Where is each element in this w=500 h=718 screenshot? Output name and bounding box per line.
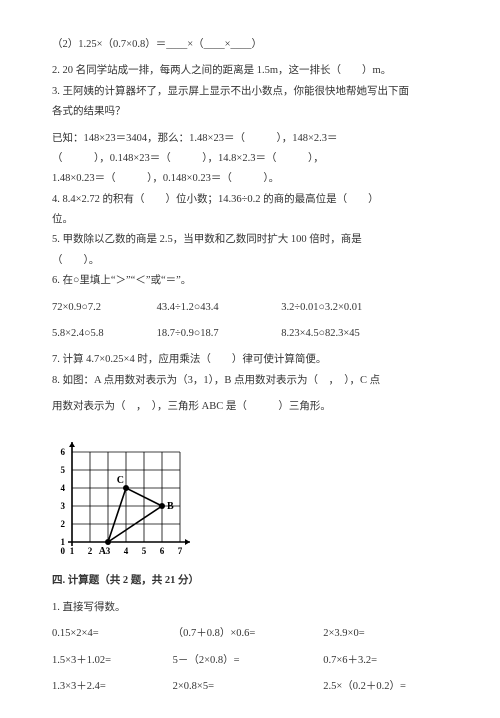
svg-text:4: 4 xyxy=(124,546,129,556)
q6: 6. 在○里填上“＞”“＜”或“＝”。 xyxy=(52,272,448,290)
cmp-1a: 72×0.9○7.2 xyxy=(52,299,154,317)
cmp-2c: 8.23×4.5○82.3×45 xyxy=(281,328,360,339)
c3a: 1.3×3＋2.4= xyxy=(52,678,170,696)
svg-text:6: 6 xyxy=(160,546,165,556)
c2b: 5－（2×0.8）= xyxy=(173,652,321,670)
triangle-chart: 12345671234560ABC xyxy=(52,430,448,560)
svg-text:3: 3 xyxy=(61,501,66,511)
c2a: 1.5×3＋1.02= xyxy=(52,652,170,670)
cmp-1b: 43.4÷1.2○43.4 xyxy=(157,299,279,317)
svg-text:6: 6 xyxy=(61,447,66,457)
calc-row-3: 1.3×3＋2.4= 2×0.8×5= 2.5×（0.2＋0.2）= xyxy=(52,678,448,696)
c1b: （0.7＋0.8）×0.6= xyxy=(173,625,321,643)
known-1: 已知：148×23＝3404，那么：1.48×23＝（ ），148×2.3＝ xyxy=(52,130,448,148)
svg-text:5: 5 xyxy=(61,465,66,475)
c1c: 2×3.9×0= xyxy=(323,628,364,639)
section-4-title: 四. 计算题（共 2 题，共 21 分） xyxy=(52,572,448,590)
q2-line: 2. 20 名同学站成一排，每两人之间的距离是 1.5m，这一排长（ ）m。 xyxy=(52,62,448,80)
q5-b: （ ）。 xyxy=(52,252,448,270)
known-3: 1.48×0.23＝（ ），0.148×0.23＝（ ）。 xyxy=(52,170,448,188)
c3c: 2.5×（0.2＋0.2）= xyxy=(323,681,406,692)
svg-text:0: 0 xyxy=(61,546,66,556)
q7: 7. 计算 4.7×0.25×4 时，应用乘法（ ）律可使计算简便。 xyxy=(52,351,448,369)
calc-row-1: 0.15×2×4= （0.7＋0.8）×0.6= 2×3.9×0= xyxy=(52,625,448,643)
q5-a: 5. 甲数除以乙数的商是 2.5，当甲数和乙数同时扩大 100 倍时，商是 xyxy=(52,231,448,249)
cmp-2a: 5.8×2.4○5.8 xyxy=(52,325,154,343)
calc-1: 1. 直接写得数。 xyxy=(52,599,448,617)
c3b: 2×0.8×5= xyxy=(173,678,321,696)
svg-text:7: 7 xyxy=(178,546,183,556)
cmp-row-1: 72×0.9○7.2 43.4÷1.2○43.4 3.2÷0.01○3.2×0.… xyxy=(52,299,448,317)
known-2: （ ），0.148×23＝（ ），14.8×2.3＝（ ）， xyxy=(52,150,448,168)
svg-text:2: 2 xyxy=(88,546,93,556)
q4-a: 4. 8.4×2.72 的积有（ ）位小数；14.36÷0.2 的商的最高位是（… xyxy=(52,191,448,209)
expr-125: （2）1.25×（0.7×0.8）＝____×（____×____） xyxy=(52,36,448,54)
svg-text:B: B xyxy=(167,501,174,512)
cmp-2b: 18.7÷0.9○18.7 xyxy=(157,325,279,343)
svg-text:1: 1 xyxy=(70,546,75,556)
svg-text:5: 5 xyxy=(142,546,147,556)
cmp-row-2: 5.8×2.4○5.8 18.7÷0.9○18.7 8.23×4.5○82.3×… xyxy=(52,325,448,343)
q4-b: 位。 xyxy=(52,211,448,229)
q8-b: 用数对表示为（ ， ），三角形 ABC 是（ ）三角形。 xyxy=(52,398,448,416)
svg-text:A: A xyxy=(99,546,107,557)
svg-text:C: C xyxy=(117,475,124,486)
c1a: 0.15×2×4= xyxy=(52,625,170,643)
svg-text:3: 3 xyxy=(106,546,111,556)
svg-text:2: 2 xyxy=(61,519,66,529)
q3-line-a: 3. 王阿姨的计算器坏了，显示屏上显示不出小数点，你能很快地帮她写出下面 xyxy=(52,83,448,101)
calc-row-2: 1.5×3＋1.02= 5－（2×0.8）= 0.7×6＋3.2= xyxy=(52,652,448,670)
q8-a: 8. 如图：A 点用数对表示为（3，1），B 点用数对表示为（ ， ），C 点 xyxy=(52,372,448,390)
c2c: 0.7×6＋3.2= xyxy=(323,655,377,666)
cmp-1c: 3.2÷0.01○3.2×0.01 xyxy=(281,302,362,313)
svg-text:4: 4 xyxy=(61,483,66,493)
q3-line-b: 各式的结果吗？ xyxy=(52,103,448,121)
